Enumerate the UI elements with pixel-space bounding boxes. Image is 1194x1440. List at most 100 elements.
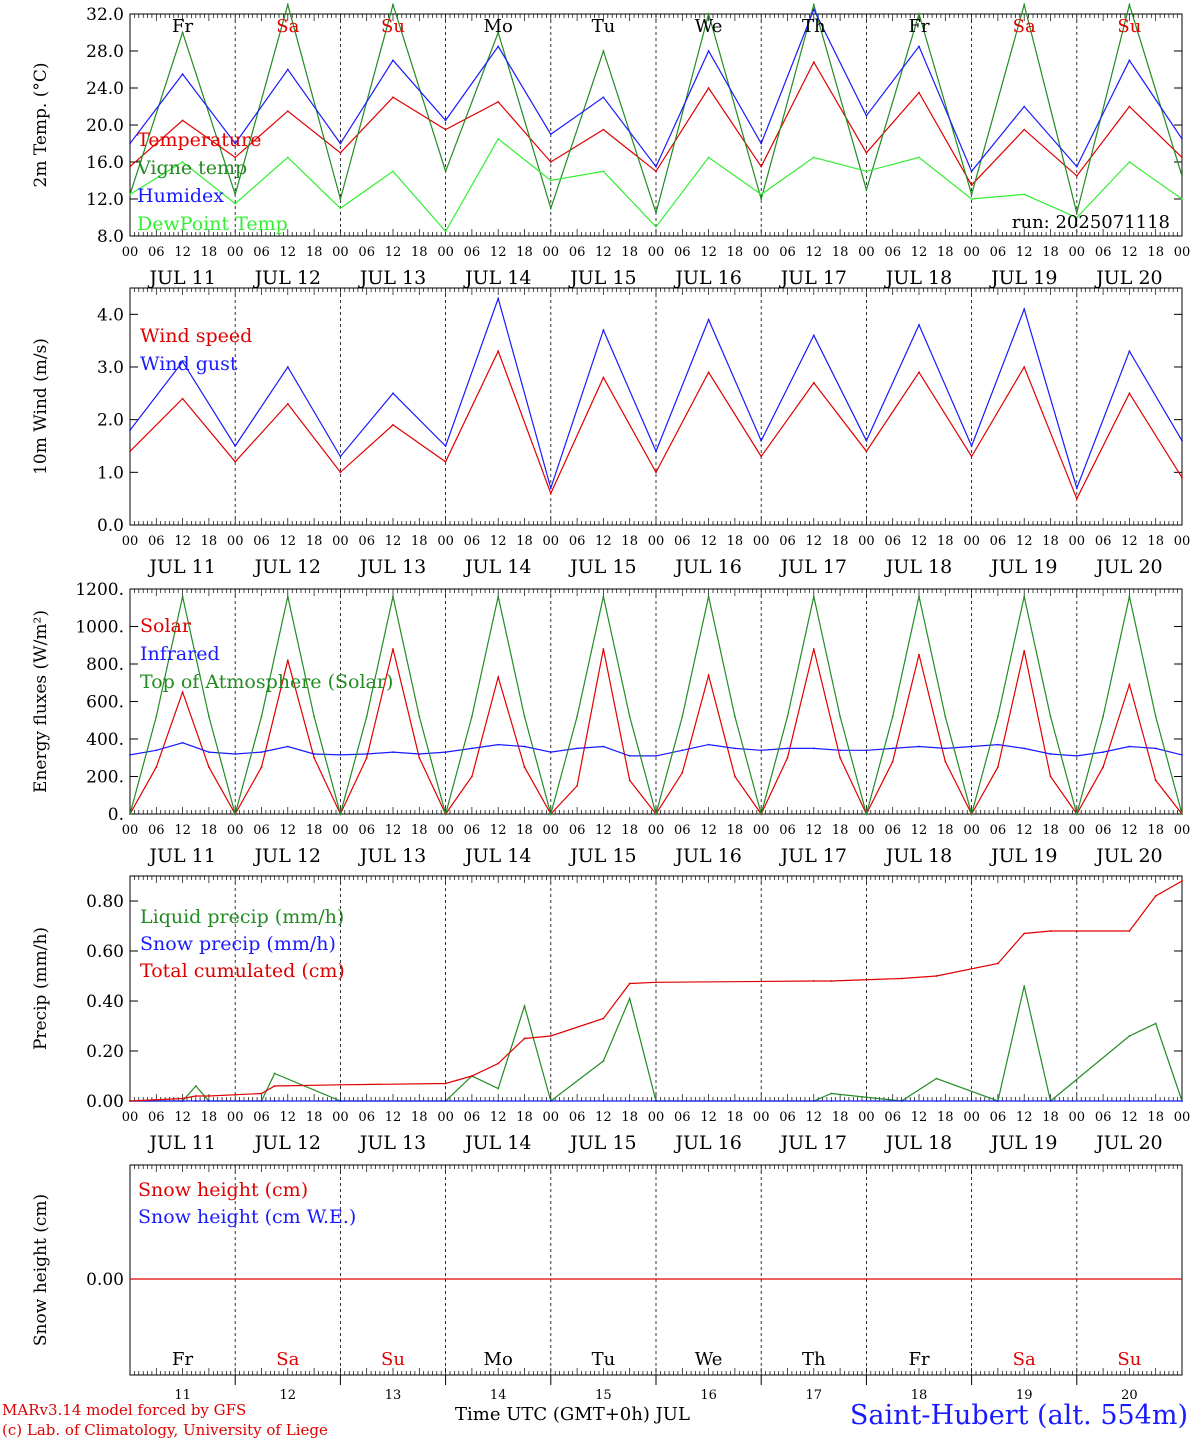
hour-tick-label: 18 (411, 534, 428, 549)
data-point (129, 193, 131, 196)
weekday-label: Tu (592, 16, 616, 37)
y-tick-label: 0.00 (86, 1092, 124, 1112)
data-point (1154, 747, 1157, 750)
hour-tick-label: 00 (227, 1110, 244, 1125)
hour-tick-label: 06 (990, 823, 1007, 838)
data-point (523, 745, 526, 748)
data-point (918, 91, 920, 94)
data-point (602, 170, 605, 173)
data-point (444, 119, 447, 122)
data-point (865, 439, 868, 442)
hour-tick-label: 12 (385, 245, 402, 260)
data-point (1128, 745, 1131, 748)
y-tick-label: 0.20 (86, 1042, 124, 1062)
data-point (392, 392, 394, 395)
hour-tick-label: 06 (569, 534, 586, 549)
data-point (1128, 392, 1131, 395)
hour-tick-label: 12 (1121, 823, 1138, 838)
data-point (129, 450, 131, 453)
hour-tick-label: 00 (543, 534, 560, 549)
hour-tick-label: 06 (674, 534, 691, 549)
y-tick-label: 1.0 (97, 463, 124, 483)
data-point (1128, 1100, 1131, 1102)
date-label: JUL 18 (884, 267, 952, 289)
data-point (339, 813, 342, 815)
data-point (523, 1100, 526, 1102)
data-point (365, 715, 368, 718)
hour-tick-label: 00 (332, 1110, 349, 1125)
data-point (1023, 985, 1026, 987)
data-point (707, 743, 710, 746)
y-tick-label: 0. (108, 805, 124, 825)
data-point (1154, 715, 1157, 718)
y-axis-title: 10m Wind (m/s) (31, 338, 51, 475)
date-label: JUL 15 (568, 556, 636, 578)
data-point (497, 595, 500, 598)
data-point (628, 779, 631, 782)
hour-tick-label: 06 (884, 823, 901, 838)
data-point (286, 68, 289, 71)
data-point (392, 595, 394, 598)
data-point (655, 755, 657, 757)
data-point (313, 756, 315, 759)
hour-tick-label: 00 (543, 823, 560, 838)
data-point (812, 980, 815, 982)
hour-tick-label: 00 (227, 823, 244, 838)
hour-tick-label: 18 (306, 245, 323, 260)
legend-entry: Snow height (cm W.E.) (138, 1206, 356, 1228)
data-point (260, 1100, 263, 1102)
data-point (260, 766, 263, 768)
data-point (935, 1100, 938, 1102)
y-tick-label: 32.0 (86, 5, 124, 25)
data-point (155, 749, 158, 752)
hour-tick-label: 18 (727, 823, 744, 838)
hour-tick-label: 12 (490, 245, 507, 260)
hour-tick-label: 00 (963, 1110, 980, 1125)
data-point (1181, 476, 1183, 479)
data-point (365, 756, 368, 759)
y-tick-label: 12.0 (86, 190, 124, 210)
data-point (1049, 715, 1052, 718)
hour-tick-label: 12 (490, 534, 507, 549)
data-point (707, 87, 710, 89)
date-label: JUL 14 (463, 267, 531, 289)
data-point (497, 45, 500, 48)
data-point (760, 198, 763, 200)
data-point (339, 207, 342, 210)
data-point (812, 747, 815, 750)
weekday-label: Su (381, 16, 405, 37)
y-tick-label: 0.00 (86, 1270, 124, 1290)
hour-tick-label: 00 (753, 245, 770, 260)
data-point (865, 151, 868, 154)
data-point (1181, 138, 1183, 140)
data-point (181, 161, 184, 163)
hour-tick-label: 00 (1069, 245, 1086, 260)
data-point (602, 128, 605, 131)
hour-tick-label: 18 (832, 534, 849, 549)
hour-tick-label: 12 (700, 823, 717, 838)
data-point (812, 61, 815, 63)
data-point (865, 170, 868, 173)
hour-tick-label: 00 (858, 245, 875, 260)
data-point (918, 13, 920, 15)
weekday-label: Sa (276, 16, 299, 37)
data-point (1023, 308, 1026, 310)
hour-tick-label: 18 (727, 534, 744, 549)
hour-tick-label: 12 (700, 245, 717, 260)
data-point (181, 1097, 184, 1100)
data-point (497, 743, 500, 746)
hour-tick-label: 00 (648, 245, 665, 260)
panel-1: 8.0 12.0 16.0 20.0 24.0 28.0 32.0 2m Temp. (°C)… (31, 2, 1190, 289)
hour-tick-label: 18 (306, 534, 323, 549)
date-label: JUL 19 (989, 267, 1057, 289)
date-label: JUL 19 (989, 556, 1057, 578)
date-label: JUL 17 (779, 267, 847, 289)
data-point (900, 977, 903, 980)
data-point (392, 59, 394, 62)
data-point (760, 165, 763, 168)
data-point (655, 450, 657, 453)
data-point (786, 747, 789, 750)
data-point (1049, 1100, 1052, 1102)
data-point (392, 751, 394, 753)
data-point (181, 397, 184, 400)
